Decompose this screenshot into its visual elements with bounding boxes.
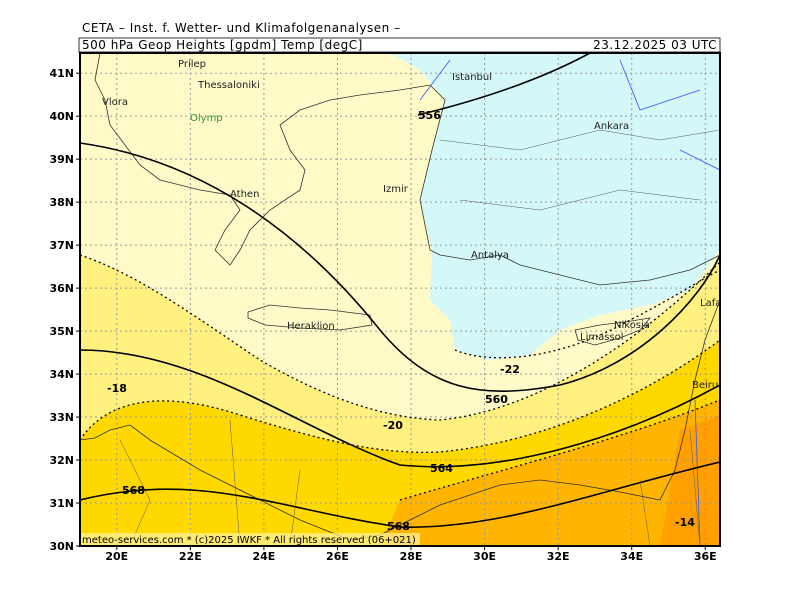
crete: [247, 304, 373, 331]
city: Lafakia: [700, 298, 736, 309]
lat-tick-label: 35N: [49, 325, 74, 338]
city: Istanbul: [452, 72, 492, 83]
lat-tick-label: 38N: [49, 196, 74, 209]
lat-tick-label: 33N: [49, 411, 74, 424]
contour-label: 568: [387, 520, 410, 533]
lat-tick-label: 40N: [49, 110, 74, 123]
temp-label: -14: [675, 516, 695, 529]
lon-tick-label: 36E: [694, 550, 717, 563]
isotherm: [80, 339, 720, 454]
lon-tick-label: 28E: [400, 550, 423, 563]
axes: 20E 22E 24E 26E 28E 30E 32E 34E 36E 30N 31N 32N 33N 3…: [49, 67, 716, 563]
height-contour: [80, 349, 720, 468]
lon-tick-label: 26E: [326, 550, 349, 563]
city: Heraklion: [287, 321, 335, 332]
header-valid-time: 23.12.2025 03 UTC: [593, 38, 717, 52]
header-institute: CETA – Inst. f. Wetter- und Klimafolgena…: [82, 21, 401, 35]
footer-bg: [80, 533, 420, 546]
lon-tick-label: 32E: [547, 550, 570, 563]
lon-tick-label: 22E: [179, 550, 202, 563]
borders: [119, 129, 720, 546]
temp-label: -22: [500, 363, 520, 376]
contour-label: 568: [122, 484, 145, 497]
lat-tick-label: 36N: [49, 282, 74, 295]
lon-tick-label: 30E: [473, 550, 496, 563]
lon-tick-label: 20E: [105, 550, 128, 563]
city: Limassol: [580, 332, 624, 343]
isotherm: [399, 399, 720, 501]
rivers: [419, 59, 720, 546]
lat-tick-label: 34N: [49, 368, 74, 381]
lat-tick-label: 41N: [49, 67, 74, 80]
city: Prilep: [178, 59, 206, 70]
lat-tick-label: 39N: [49, 153, 74, 166]
city: Thessaloniki: [197, 80, 260, 91]
footer: meteo-services.com * (c)2025 IWKF * All …: [82, 535, 416, 546]
city: Ankara: [594, 121, 629, 132]
africa-levant-coast: [80, 299, 720, 541]
height-contour: [417, 53, 591, 116]
city: Beiru: [692, 380, 718, 391]
temp-label: -20: [383, 419, 403, 432]
lon-tick-label: 24E: [252, 550, 275, 563]
city: Antalya: [471, 250, 509, 261]
header-product: 500 hPa Geop Heights [gpdm] Temp [degC]: [82, 38, 363, 52]
temp-label: -18: [107, 382, 127, 395]
contour-label: 564: [430, 462, 453, 475]
coastline: [94, 53, 720, 286]
lat-tick-label: 32N: [49, 454, 74, 467]
lat-tick-label: 31N: [49, 497, 74, 510]
height-contour: [80, 142, 720, 392]
lat-tick-label: 30N: [49, 540, 74, 553]
city: Izmir: [383, 184, 409, 195]
city: Olymp: [190, 113, 223, 124]
height-contour: [80, 461, 720, 528]
isotherm: [80, 254, 720, 421]
city: Athen: [230, 189, 259, 200]
city: Vlora: [102, 97, 128, 108]
lat-tick-label: 37N: [49, 239, 74, 252]
map-area: 556 560 564 568 568 -18 -20 -22 -14 Pril…: [80, 53, 736, 546]
contour-label: 556: [418, 109, 441, 122]
contour-label: 560: [485, 393, 508, 406]
map-frame: [79, 52, 721, 547]
field-orange: [380, 400, 720, 546]
city: Nikosia: [614, 320, 650, 331]
lon-tick-label: 34E: [620, 550, 643, 563]
